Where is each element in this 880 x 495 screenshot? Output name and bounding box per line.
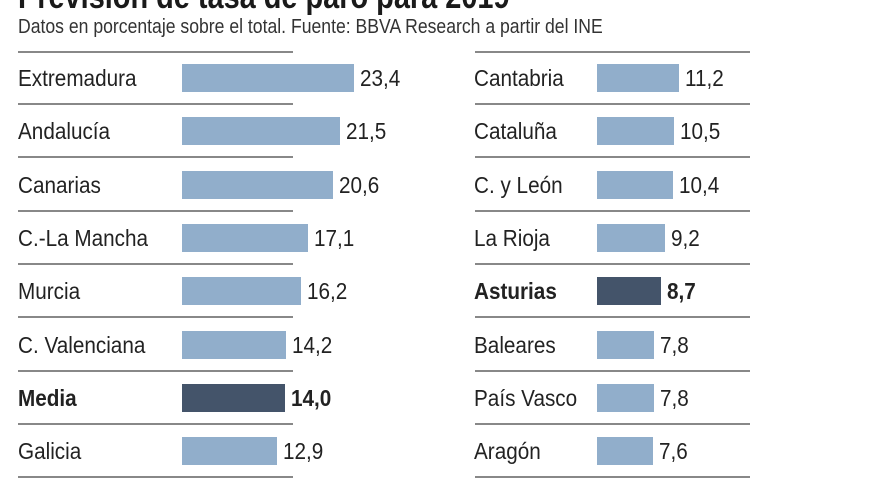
- divider: [475, 316, 750, 319]
- divider: [475, 51, 750, 53]
- divider: [475, 422, 750, 425]
- divider: [18, 316, 293, 319]
- value-label: 14,0: [290, 384, 332, 411]
- value-label: 7,6: [658, 438, 688, 465]
- value-label: 9,2: [670, 224, 700, 251]
- bar: [182, 437, 277, 466]
- divider: [475, 262, 750, 265]
- value-label: 11,2: [685, 65, 725, 91]
- value-label: 14,2: [292, 331, 333, 358]
- value-label: 8,7: [666, 278, 696, 305]
- category-label: Asturias: [474, 278, 557, 305]
- bar: [597, 223, 665, 252]
- category-label: Andalucía: [18, 118, 111, 145]
- divider: [18, 103, 293, 105]
- divider: [475, 103, 750, 105]
- value-label: 16,2: [307, 278, 348, 305]
- value-label: 17,1: [313, 224, 354, 251]
- category-label: C.-La Mancha: [18, 224, 149, 251]
- bar: [182, 117, 341, 146]
- bar: [182, 64, 354, 92]
- divider: [475, 156, 750, 159]
- divider: [18, 51, 293, 53]
- bar: [597, 277, 661, 306]
- divider: [475, 476, 750, 479]
- divider: [18, 476, 293, 479]
- category-label: Murcia: [18, 278, 81, 305]
- divider: [18, 369, 293, 372]
- bar: [182, 223, 308, 252]
- chart-title: Previsión de tasa de paro para 2019: [18, 0, 510, 17]
- value-label: 7,8: [660, 384, 690, 411]
- chart-subtitle: Datos en porcentaje sobre el total. Fuen…: [18, 16, 603, 38]
- divider: [18, 156, 293, 159]
- value-label: 23,4: [359, 65, 401, 91]
- divider: [18, 422, 293, 425]
- category-label: Galicia: [18, 438, 82, 465]
- bar: [182, 277, 302, 306]
- category-label: Media: [18, 384, 77, 411]
- bar: [597, 170, 674, 199]
- value-label: 7,8: [660, 331, 690, 358]
- bar: [597, 117, 675, 146]
- divider: [475, 209, 750, 212]
- value-label: 10,5: [680, 118, 721, 145]
- bar: [597, 437, 653, 466]
- category-label: Cantabria: [474, 65, 564, 91]
- category-label: La Rioja: [474, 224, 550, 251]
- bar: [597, 64, 680, 92]
- category-label: C. Valenciana: [18, 331, 146, 358]
- value-label: 12,9: [282, 438, 324, 465]
- category-label: Aragón: [474, 438, 541, 465]
- category-label: Canarias: [18, 171, 101, 198]
- bar: [182, 170, 334, 199]
- category-label: Cataluña: [474, 118, 557, 145]
- category-label: C. y León: [474, 171, 563, 198]
- category-label: Baleares: [474, 331, 556, 358]
- bar: [182, 330, 287, 359]
- value-label: 21,5: [346, 118, 387, 145]
- divider: [18, 209, 293, 212]
- category-label: Extremadura: [18, 65, 137, 91]
- value-label: 20,6: [339, 171, 380, 198]
- value-label: 10,4: [679, 171, 720, 198]
- bar: [182, 383, 285, 412]
- divider: [18, 262, 293, 265]
- bar: [597, 383, 655, 412]
- category-label: País Vasco: [474, 384, 578, 411]
- divider: [475, 369, 750, 372]
- bar: [597, 330, 655, 359]
